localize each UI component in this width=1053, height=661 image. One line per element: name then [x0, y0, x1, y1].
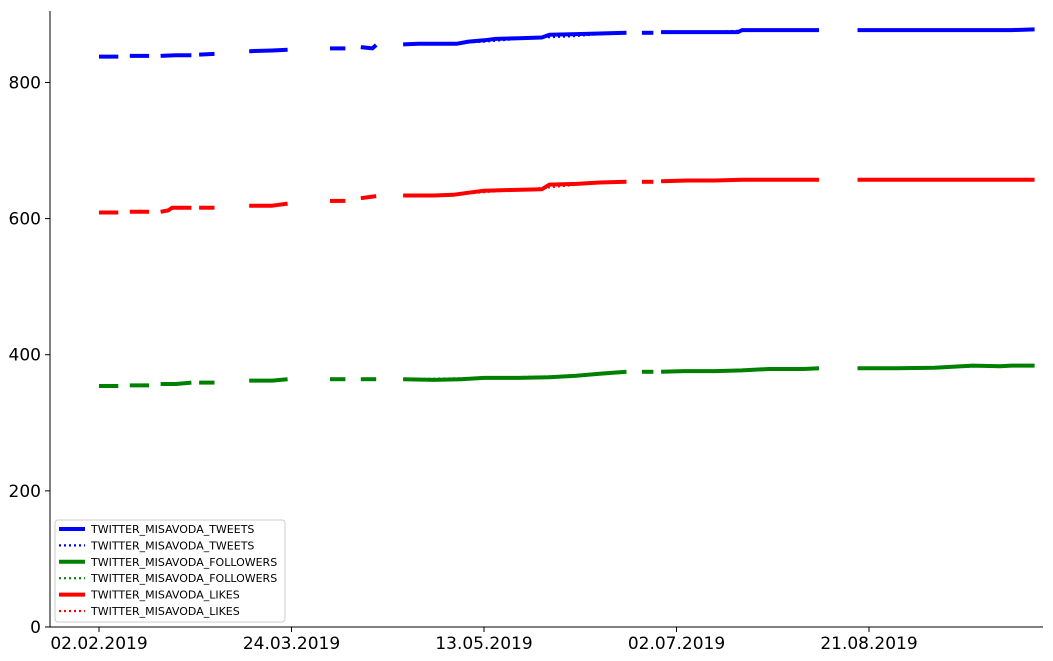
y-tick-label: 0	[30, 618, 41, 638]
series-line-twitter-misavoda-likes-dotted-seg-0	[403, 180, 627, 197]
series-line-twitter-misavoda-likes-solid-seg-9	[661, 177, 819, 184]
legend-label: TWITTER_MISAVODA_LIKES	[90, 589, 240, 602]
series-line-twitter-misavoda-tweets-solid-seg-9	[661, 28, 819, 35]
series-line-twitter-misavoda-tweets-solid-seg-7	[403, 30, 627, 47]
series-line-twitter-misavoda-followers-dotted-seg-1	[661, 367, 820, 373]
series-line-twitter-misavoda-followers-solid-seg-4	[249, 377, 288, 383]
x-tick-label: 24.03.2019	[243, 634, 340, 654]
x-tick-label: 21.08.2019	[820, 634, 917, 654]
legend-label: TWITTER_MISAVODA_TWEETS	[90, 523, 254, 536]
x-tick-label: 02.02.2019	[50, 634, 147, 654]
legend-label: TWITTER_MISAVODA_TWEETS	[90, 539, 254, 552]
legend-label: TWITTER_MISAVODA_LIKES	[90, 605, 240, 618]
y-tick-label: 200	[9, 482, 41, 502]
y-tick-label: 600	[9, 210, 41, 230]
series-layer	[99, 27, 1035, 388]
series-line-twitter-misavoda-tweets-solid-seg-6	[360, 43, 378, 51]
series-line-twitter-misavoda-tweets-solid-seg-4	[249, 47, 288, 54]
legend: TWITTER_MISAVODA_TWEETS TWITTER_MISAVODA_…	[54, 519, 286, 623]
series-line-twitter-misavoda-likes-solid-seg-6	[360, 194, 377, 201]
series-line-twitter-misavoda-tweets-solid-seg-2	[160, 53, 192, 58]
series-line-twitter-misavoda-followers-solid-seg-7	[403, 369, 627, 382]
series-line-twitter-misavoda-tweets-solid-seg-3	[199, 51, 215, 57]
series-line-twitter-misavoda-tweets-dotted-seg-0	[403, 31, 627, 46]
series-line-twitter-misavoda-likes-solid-seg-2	[160, 205, 192, 214]
axes	[49, 11, 1043, 628]
legend-label: TWITTER_MISAVODA_FOLLOWERS	[90, 572, 277, 585]
series-line-twitter-misavoda-followers-solid-seg-2	[160, 380, 192, 386]
y-tick-label: 400	[9, 346, 41, 366]
series-line-twitter-misavoda-likes-solid-seg-4	[249, 201, 288, 208]
ticks: 0 200 400 600 800 02.02.2019 24.03.2019 13.05.2…	[9, 73, 918, 654]
y-tick-label: 800	[9, 73, 41, 93]
x-tick-label: 02.07.2019	[628, 634, 725, 654]
x-tick-label: 13.05.2019	[435, 634, 532, 654]
legend-box	[54, 519, 286, 623]
series-line-twitter-misavoda-followers-dotted-seg-0	[403, 371, 627, 381]
legend-label: TWITTER_MISAVODA_FOLLOWERS	[90, 556, 277, 569]
series-line-twitter-misavoda-followers-solid-seg-9	[661, 366, 820, 374]
